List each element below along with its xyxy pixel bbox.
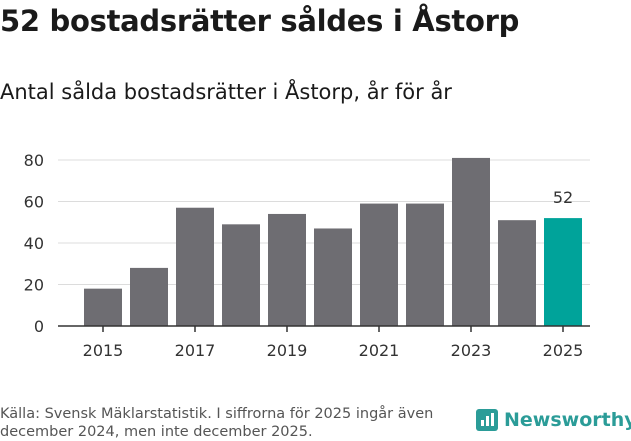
- x-tick-label: 2021: [359, 341, 400, 360]
- bar-chart: 0 20 40 60 80 52 2015 2017 2019 2021 2023 2025: [24, 151, 590, 360]
- x-tick-label: 2025: [543, 341, 584, 360]
- newsworthy-logo-text: Newsworthy: [504, 409, 631, 431]
- newsworthy-logo-icon: [476, 409, 498, 431]
- bar-2025: [544, 218, 582, 326]
- y-tick-label: 20: [24, 276, 44, 295]
- chart-title: 52 bostadsrätter såldes i Åstorp: [0, 4, 520, 38]
- y-tick-label: 80: [24, 151, 44, 170]
- chart-subtitle: Antal sålda bostadsrätter i Åstorp, år f…: [0, 80, 452, 104]
- y-tick-label: 60: [24, 193, 44, 212]
- newsworthy-logo: Newsworthy: [476, 409, 631, 431]
- data-label: 52: [553, 188, 573, 207]
- bar-2017: [176, 207, 214, 326]
- bar-2016: [130, 267, 168, 326]
- bar-2021: [360, 203, 398, 326]
- x-tick-label: 2019: [267, 341, 308, 360]
- y-tick-label: 40: [24, 234, 44, 253]
- x-tick-label: 2015: [83, 341, 124, 360]
- y-tick-label: 0: [34, 317, 44, 336]
- x-tick-label: 2023: [451, 341, 492, 360]
- bar-2024: [498, 220, 536, 326]
- bar-2020: [314, 228, 352, 326]
- bar-2022: [406, 203, 444, 326]
- x-tick-label: 2017: [175, 341, 216, 360]
- source-note: Källa: Svensk Mäklarstatistik. I siffror…: [0, 406, 434, 440]
- bar-2015: [84, 288, 122, 326]
- bar-2023: [452, 157, 490, 326]
- bar-2018: [222, 224, 260, 326]
- bar-2019: [268, 213, 306, 326]
